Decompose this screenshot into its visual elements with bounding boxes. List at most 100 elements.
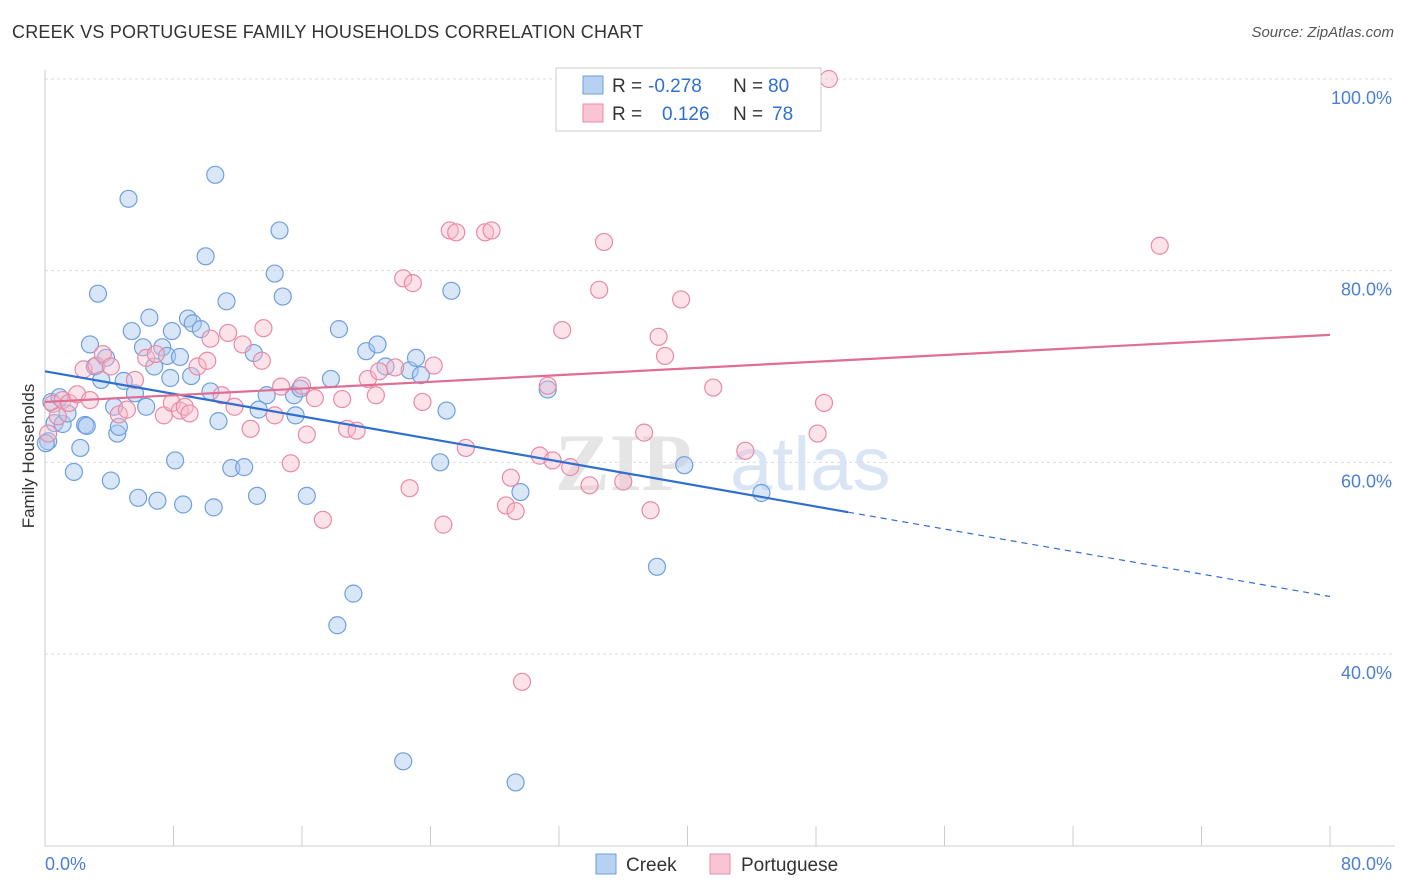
creek-point: [153, 338, 172, 357]
portuguese-point: [403, 274, 422, 293]
creek-point: [148, 491, 167, 510]
portuguese-point: [814, 393, 834, 413]
creek-point: [506, 773, 525, 792]
portuguese-point: [272, 377, 291, 396]
creek-point: [209, 412, 228, 431]
portuguese-point: [447, 223, 466, 242]
portuguese-point: [225, 397, 244, 416]
creek-point: [538, 380, 557, 399]
legend-creek-swatch: [582, 75, 604, 95]
bottom-legend: Creek Portuguese: [595, 853, 838, 876]
portuguese-point: [39, 424, 58, 443]
creek-point: [357, 342, 376, 361]
portuguese-point: [137, 348, 156, 367]
portuguese-point: [188, 357, 207, 376]
portuguese-point: [146, 344, 165, 364]
creek-point: [247, 486, 267, 505]
portuguese-point: [219, 323, 238, 343]
portuguese-point: [297, 425, 316, 444]
creek-point: [270, 221, 289, 240]
creek-point: [76, 415, 95, 435]
portuguese-point: [305, 389, 324, 408]
creek-point: [157, 346, 177, 366]
legend-portuguese-n-value: 78: [772, 104, 793, 125]
portuguese-point: [333, 389, 352, 409]
portuguese-point: [476, 223, 495, 242]
portuguese-point: [201, 329, 220, 348]
portuguese-point: [561, 458, 580, 477]
creek-point: [161, 368, 180, 388]
portuguese-point: [512, 672, 532, 691]
portuguese-point: [553, 320, 572, 340]
creek-point: [394, 752, 413, 771]
creek-point: [71, 438, 90, 458]
portuguese-point: [580, 476, 599, 495]
portuguese-point: [386, 358, 405, 377]
creek-point: [217, 292, 236, 311]
creek-point: [437, 401, 456, 420]
portuguese-point: [313, 510, 332, 529]
creek-point: [88, 284, 108, 303]
creek-point: [222, 458, 241, 478]
creek-point: [109, 417, 128, 436]
y-tick-label: 100.0%: [1331, 88, 1392, 108]
portuguese-point: [370, 362, 389, 381]
portuguese-point: [400, 479, 419, 498]
bottom-legend-portuguese-swatch: [709, 853, 731, 875]
portuguese-point: [413, 392, 432, 412]
portuguese-point: [125, 370, 145, 390]
creek-point: [101, 471, 120, 490]
portuguese-point: [87, 356, 106, 375]
legend-portuguese-r-label: R =: [612, 104, 642, 125]
portuguese-point: [649, 327, 668, 346]
portuguese-point: [101, 357, 120, 376]
portuguese-point: [212, 386, 231, 405]
creek-point: [265, 264, 284, 283]
y-tick-label: 60.0%: [1341, 471, 1392, 491]
creek-point: [235, 458, 254, 477]
y-tick-label: 40.0%: [1341, 663, 1392, 683]
portuguese-point: [501, 468, 520, 487]
creek-point: [122, 321, 141, 341]
creek-point: [191, 320, 210, 339]
creek-point: [442, 281, 461, 300]
portuguese-point: [180, 404, 199, 423]
portuguese-point: [736, 441, 755, 460]
creek-point: [77, 416, 96, 436]
portuguese-point: [506, 502, 525, 521]
portuguese-point: [819, 69, 838, 89]
watermark-atlas: atlas: [730, 422, 891, 507]
portuguese-point: [671, 290, 691, 309]
legend-portuguese-r-value: 0.126: [662, 104, 710, 125]
creek-point: [196, 247, 215, 266]
portuguese-point: [394, 269, 413, 288]
legend-box: R = -0.278 N = 80 R = 0.126 N = 78: [555, 67, 822, 132]
portuguese-point: [635, 423, 654, 442]
bottom-legend-creek-swatch: [595, 853, 617, 875]
creek-point: [108, 424, 127, 443]
creek-point: [297, 486, 316, 505]
creek-point: [64, 462, 84, 482]
bottom-legend-portuguese-label: Portuguese: [741, 855, 838, 876]
portuguese-point: [198, 351, 217, 370]
creek-point: [511, 482, 530, 502]
portuguese-point: [117, 400, 137, 419]
creek-point: [119, 189, 138, 208]
legend-portuguese-n-label: N =: [733, 104, 763, 125]
creek-point: [80, 335, 100, 354]
creek-trend-line: [44, 370, 849, 514]
creek-point: [406, 348, 426, 367]
portuguese-point: [1150, 236, 1169, 255]
creek-point: [140, 308, 159, 327]
creek-point: [344, 584, 363, 603]
portuguese-point: [366, 386, 385, 405]
legend-creek-n-label: N =: [733, 76, 763, 97]
portuguese-point: [808, 424, 827, 443]
y-axis-label: Family Households: [19, 384, 38, 529]
creek-point: [129, 488, 148, 507]
gridlines: [45, 78, 1395, 655]
creek-point: [431, 453, 450, 472]
portuguese-point: [440, 221, 459, 240]
creek-point: [206, 165, 225, 184]
